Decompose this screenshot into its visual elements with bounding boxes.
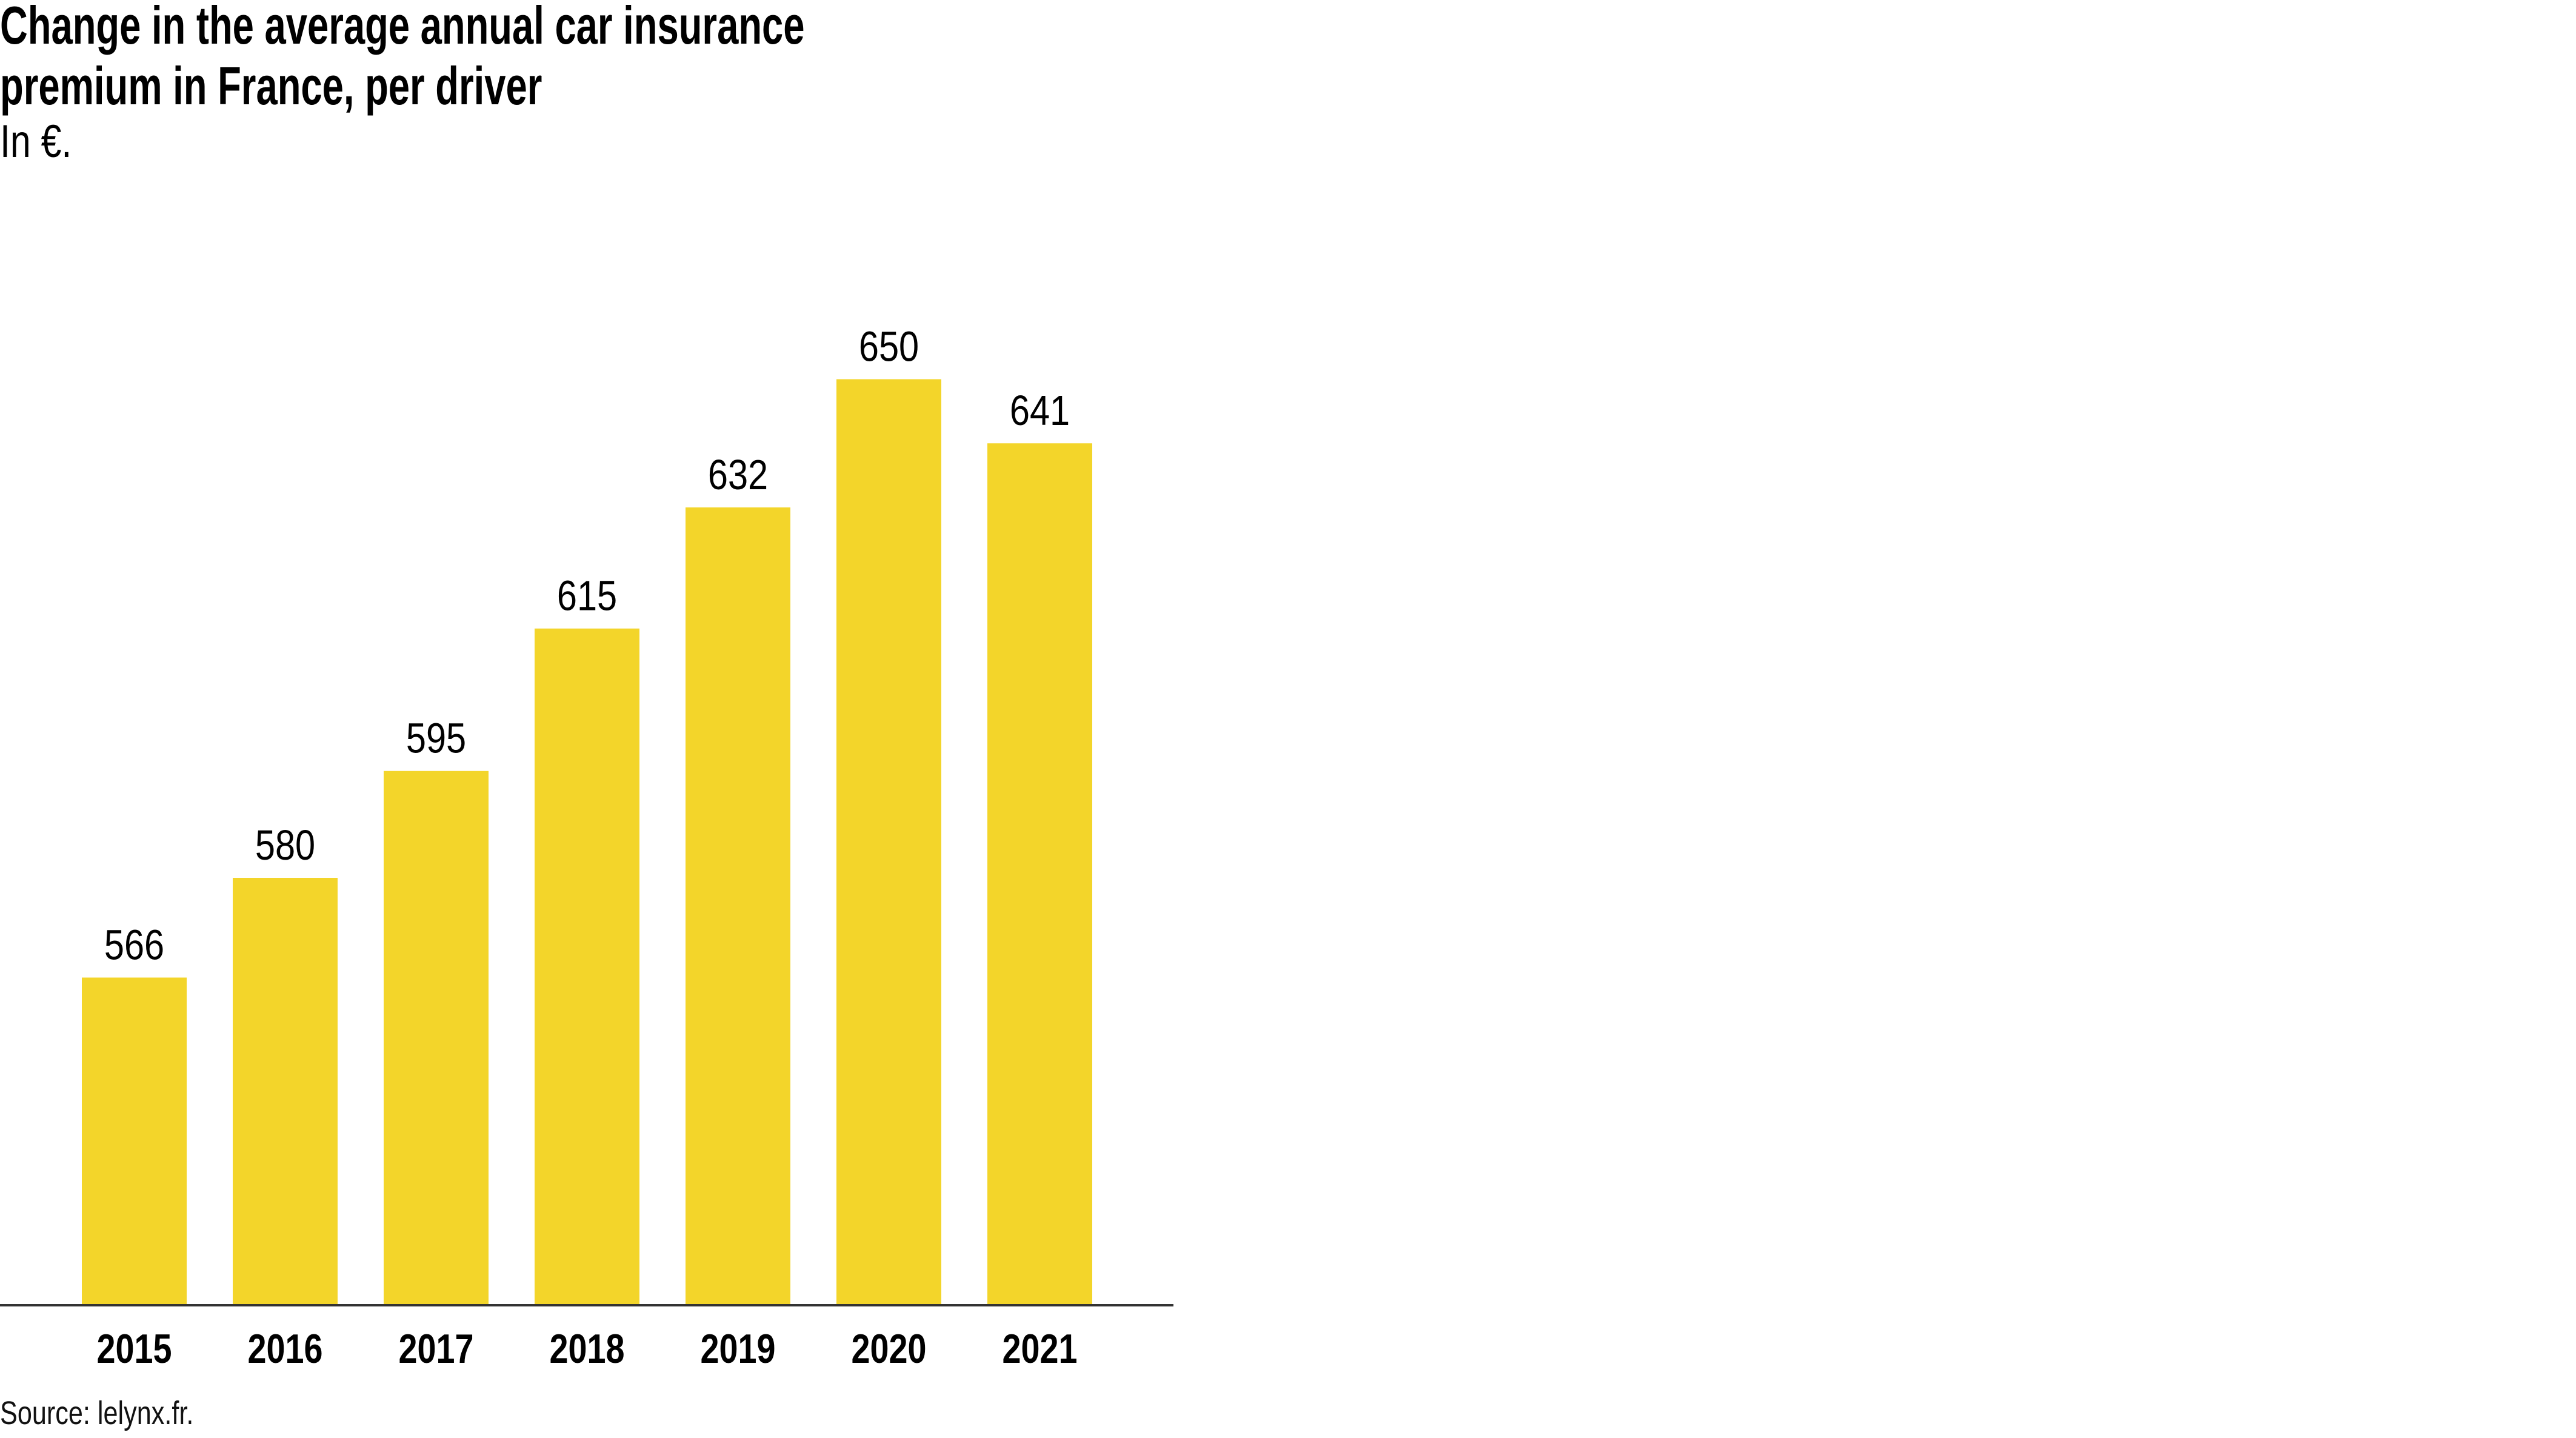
x-tick-label-2021: 2021 [1002, 1326, 1077, 1372]
source-note: Source: lelynx.fr. [0, 1395, 194, 1431]
data-label-2020: 650 [859, 323, 919, 370]
chart-title: Change in the average annual car insuran… [0, 0, 805, 116]
x-tick-label-2016: 2016 [247, 1326, 322, 1372]
chart-subtitle: In €. [0, 116, 72, 167]
chart-title-line-1: Change in the average annual car insuran… [0, 0, 805, 55]
bar-2020 [836, 379, 941, 1305]
x-tick-label-2017: 2017 [398, 1326, 473, 1372]
x-tick-label-2015: 2015 [96, 1326, 172, 1372]
data-label-2019: 632 [708, 450, 768, 498]
chart-title-line-2: premium in France, per driver [0, 56, 542, 116]
data-label-2017: 595 [406, 714, 466, 762]
bar-2018 [535, 628, 639, 1305]
x-tick-label-2019: 2019 [700, 1326, 775, 1372]
data-label-2016: 580 [255, 821, 315, 869]
data-label-2015: 566 [104, 921, 164, 969]
bar-2016 [233, 878, 338, 1305]
bar-2021 [987, 443, 1092, 1305]
x-tick-label-2020: 2020 [851, 1326, 926, 1372]
bar-2015 [82, 977, 187, 1305]
bar-2019 [686, 507, 790, 1305]
bar-2017 [384, 771, 489, 1305]
data-label-2021: 641 [1010, 387, 1070, 435]
x-tick-label-2018: 2018 [549, 1326, 624, 1372]
data-label-2018: 615 [557, 572, 617, 620]
